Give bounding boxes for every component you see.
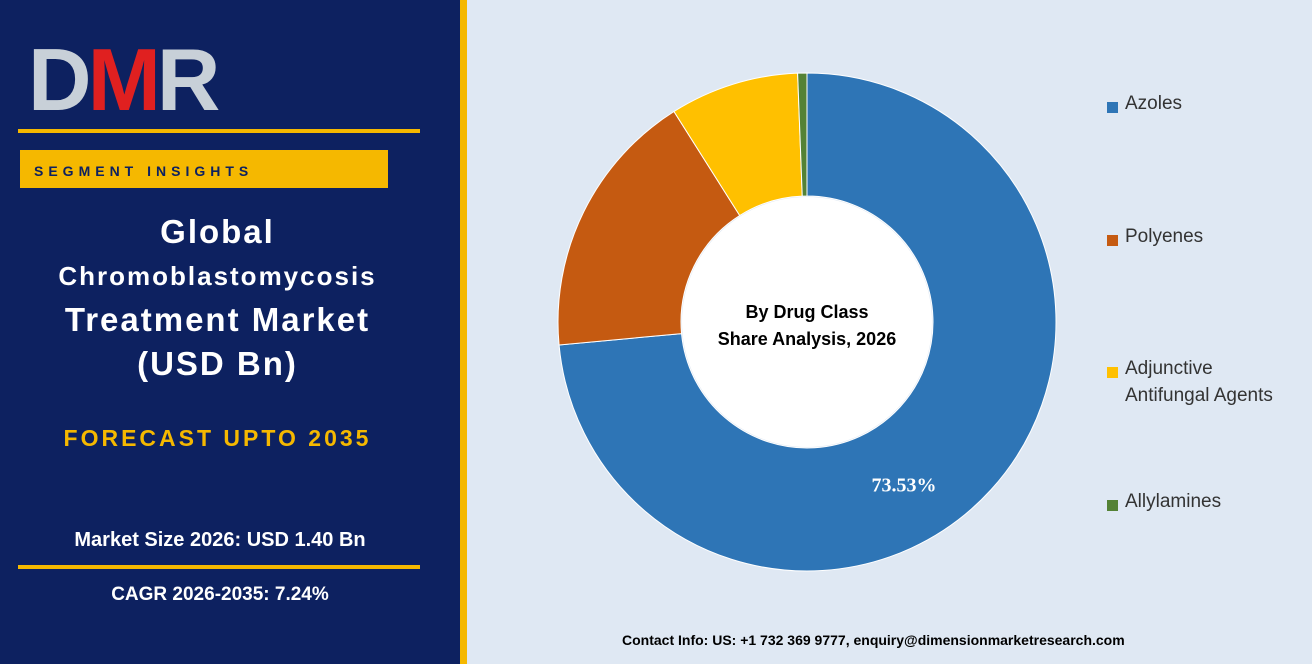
slice-allylamines [797, 72, 808, 197]
contact-info: Contact Info: US: +1 732 369 9777, enqui… [622, 632, 1125, 648]
center-label-line-2: Share Analysis, 2026 [718, 329, 896, 349]
legend-swatch [1107, 500, 1118, 511]
left-panel: DMR SEGMENT INSIGHTS Global Chromoblasto… [0, 0, 460, 664]
report-title: Global Chromoblastomycosis Treatment Mar… [0, 210, 435, 386]
forecast-label: FORECAST UPTO 2035 [63, 425, 372, 451]
legend-swatch [1107, 235, 1118, 246]
title-line-4: (USD Bn) [137, 345, 298, 382]
legend-item-azoles: Azoles [1107, 93, 1295, 117]
slice-polyenes [557, 110, 741, 346]
title-line-1: Global [160, 213, 275, 250]
logo-m: M [88, 38, 157, 118]
svg-text:DMR: DMR [28, 38, 219, 118]
legend-swatch [1107, 367, 1118, 378]
title-line-3: Treatment Market [64, 301, 371, 338]
logo-r: R [157, 38, 219, 118]
legend-item-polyenes: Polyenes [1107, 226, 1295, 250]
mid-gold-line [18, 565, 420, 569]
top-gold-line [18, 129, 420, 133]
segment-insights-tag: SEGMENT INSIGHTS [20, 150, 388, 188]
market-size: Market Size 2026: USD 1.40 Bn [74, 529, 366, 551]
legend-label: Polyenes [1125, 226, 1204, 247]
gold-divider [460, 0, 467, 664]
legend-item-allylamines: Allylamines [1107, 491, 1295, 515]
slice-azoles [558, 72, 1057, 572]
legend-label: Azoles [1125, 93, 1183, 114]
legend-label: Adjunctive Antifungal Agents [1125, 358, 1273, 406]
legend-swatch [1107, 102, 1118, 113]
donut-hole [682, 197, 932, 447]
cagr: CAGR 2026-2035: 7.24% [111, 584, 329, 605]
data-label-azoles: 73.53% [872, 475, 937, 497]
legend-label: Allylamines [1125, 491, 1222, 512]
center-label-line-1: By Drug Class [745, 302, 868, 322]
logo-d: D [28, 38, 88, 118]
title-line-2: Chromoblastomycosis [58, 261, 377, 291]
legend-item-adjunctive-antifungal-agents: Adjunctive Antifungal Agents [1107, 358, 1295, 409]
dmr-logo: DMR [28, 38, 223, 118]
